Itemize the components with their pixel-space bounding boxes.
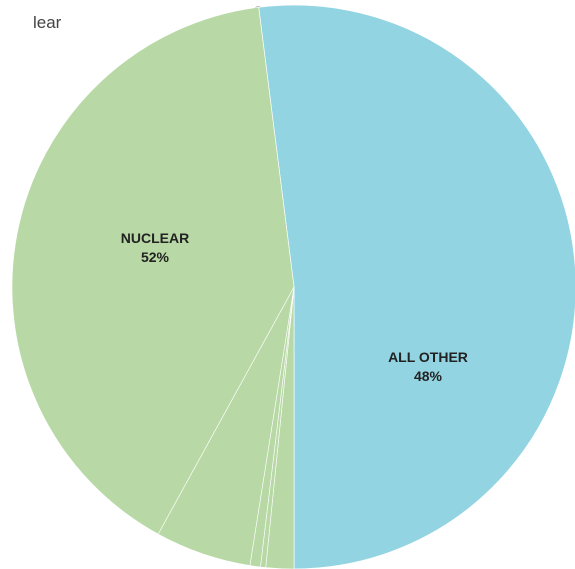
slice-value-label: 52%: [141, 249, 170, 265]
slice-value-label: 48%: [414, 368, 443, 384]
slice-label: NUCLEAR: [121, 230, 189, 246]
pie-slice: [258, 4, 575, 569]
slice-label: ALL OTHER: [388, 349, 468, 365]
note-line: lear: [33, 13, 62, 32]
pie-slice: [11, 6, 295, 535]
